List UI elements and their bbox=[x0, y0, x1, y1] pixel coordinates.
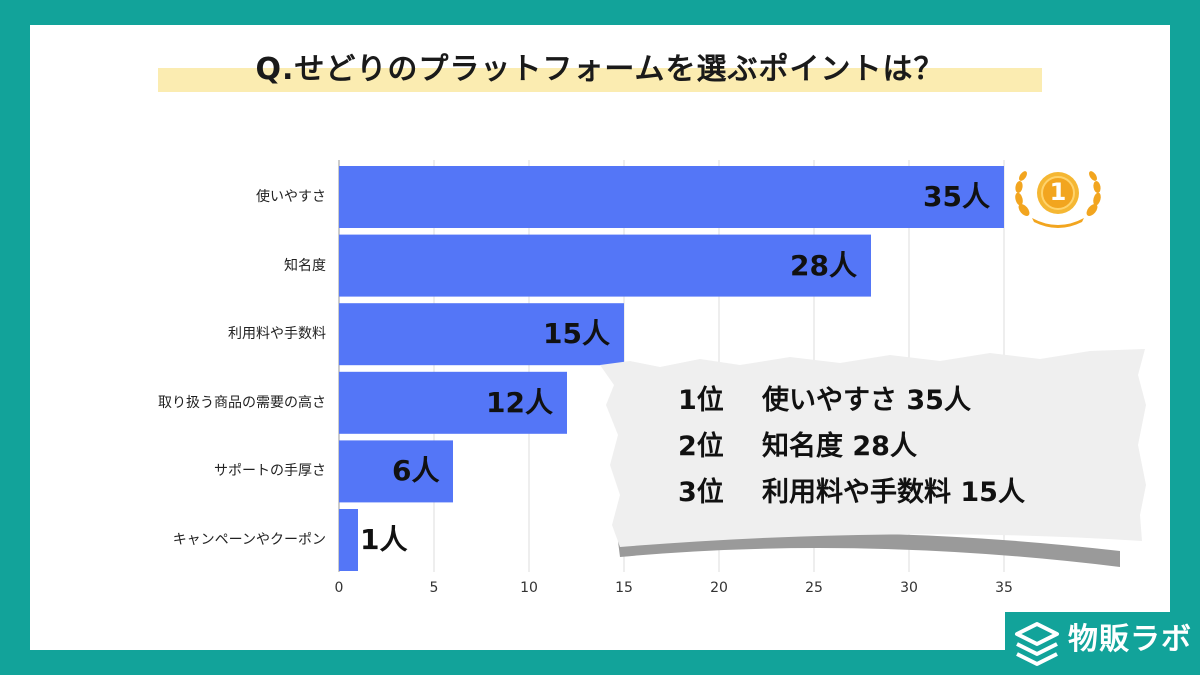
ranking-list: 1位 使いやすさ 35人 2位 知名度 28人 3位 利用料や手数料 15人 bbox=[678, 382, 1025, 520]
bar bbox=[339, 234, 871, 297]
rank-position: 2位 bbox=[678, 431, 724, 462]
rank-text: 知名度 28人 bbox=[762, 431, 917, 462]
value-label: 6人 bbox=[392, 454, 440, 488]
bar bbox=[339, 166, 1004, 228]
first-place-medal-icon bbox=[1015, 171, 1101, 228]
value-label: 1人 bbox=[360, 523, 408, 556]
category-label: サポートの手厚さ bbox=[214, 463, 326, 480]
ranking-note-paper bbox=[600, 349, 1146, 567]
title-highlight bbox=[158, 68, 1042, 92]
rank-text: 使いやすさ 35人 bbox=[762, 385, 971, 416]
category-label: 取り扱う商品の需要の高さ bbox=[158, 394, 326, 411]
rank-position: 1位 bbox=[678, 385, 724, 416]
category-label: キャンペーンやクーポン bbox=[172, 532, 326, 548]
ranking-row: 2位 知名度 28人 bbox=[678, 428, 1025, 474]
bar bbox=[339, 371, 567, 434]
x-tick-label: 25 bbox=[805, 580, 823, 596]
x-tick-label: 35 bbox=[995, 580, 1013, 596]
value-label: 15人 bbox=[543, 317, 610, 351]
rank-position: 3位 bbox=[678, 477, 724, 508]
value-label: 12人 bbox=[486, 385, 553, 419]
category-label: 利用料や手数料 bbox=[228, 326, 326, 343]
brand-name: 物販ラボ bbox=[1068, 622, 1192, 657]
rank-text: 利用料や手数料 15人 bbox=[762, 477, 1025, 508]
ranking-row: 1位 使いやすさ 35人 bbox=[678, 382, 1025, 428]
stacked-layers-icon bbox=[1015, 622, 1059, 666]
category-label: 知名度 bbox=[284, 257, 326, 274]
value-label: 35人 bbox=[923, 180, 990, 213]
x-tick-label: 15 bbox=[615, 580, 633, 596]
category-label: 使いやすさ bbox=[256, 189, 326, 205]
x-tick-label: 5 bbox=[429, 580, 439, 596]
bar bbox=[339, 440, 453, 503]
bar bbox=[339, 509, 358, 571]
x-tick-label: 0 bbox=[334, 580, 344, 596]
x-tick-label: 20 bbox=[710, 580, 728, 596]
x-tick-label: 30 bbox=[900, 580, 918, 596]
medal-number: 1 bbox=[1049, 178, 1067, 206]
value-label: 28人 bbox=[790, 248, 857, 282]
x-tick-label: 10 bbox=[520, 580, 538, 596]
bar bbox=[339, 303, 624, 366]
ranking-row: 3位 利用料や手数料 15人 bbox=[678, 474, 1025, 520]
chart-title: Q.せどりのプラットフォームを選ぶポイントは？ bbox=[255, 52, 945, 87]
